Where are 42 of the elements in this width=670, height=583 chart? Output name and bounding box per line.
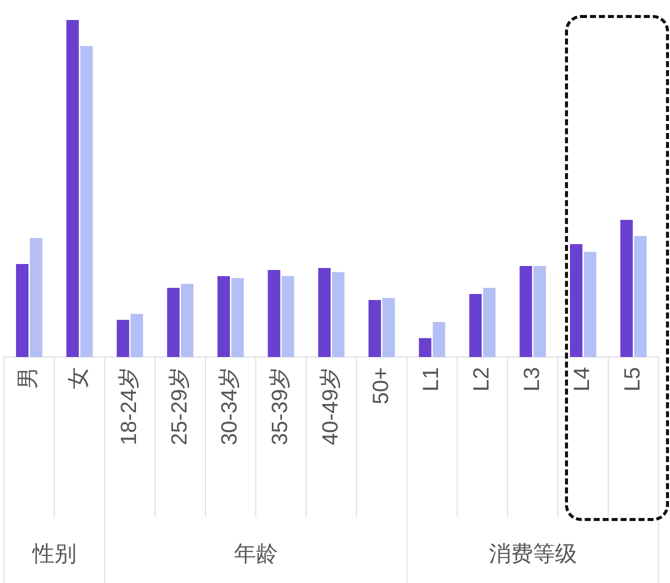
bar	[217, 276, 230, 357]
bar	[30, 238, 42, 357]
x-tick-label: 40-49岁	[317, 367, 342, 446]
bar	[483, 288, 496, 357]
bar	[332, 272, 344, 357]
text: 年龄	[234, 541, 278, 566]
x-tick-label: 35-39岁	[267, 367, 292, 446]
bar	[180, 284, 194, 357]
bar	[282, 276, 294, 357]
x-tick-label: 18-24岁	[116, 367, 141, 446]
bar	[318, 268, 331, 357]
bar	[80, 46, 93, 357]
bar	[268, 270, 280, 357]
bar	[382, 298, 395, 357]
x-tick-label: L5	[620, 367, 645, 392]
bar	[231, 278, 244, 357]
x-tick-label: L3	[518, 367, 544, 392]
x-tick-label: L1	[418, 367, 444, 392]
bar	[520, 266, 532, 357]
x-tick-label: 男	[15, 367, 40, 389]
text: 消费等级	[488, 541, 577, 566]
x-tick-label: L2	[468, 367, 494, 392]
bar	[16, 264, 28, 357]
bar	[634, 236, 647, 357]
x-tick-label: 50+	[368, 367, 393, 404]
x-tick-label: 女	[66, 367, 91, 389]
bar	[469, 294, 482, 357]
bar	[584, 252, 596, 357]
bar	[620, 220, 633, 357]
bar	[130, 314, 144, 357]
bar	[368, 300, 381, 357]
bar	[432, 322, 446, 357]
bar	[570, 244, 582, 357]
bar	[533, 266, 546, 357]
x-tick-label: L4	[569, 367, 594, 392]
x-tick-label: 30-34岁	[216, 367, 242, 446]
x-tick-label: 25-29岁	[166, 367, 192, 446]
bar	[418, 338, 432, 357]
bar	[116, 320, 130, 357]
text: 性别	[31, 541, 76, 566]
bar	[167, 288, 180, 357]
bar	[66, 20, 79, 357]
